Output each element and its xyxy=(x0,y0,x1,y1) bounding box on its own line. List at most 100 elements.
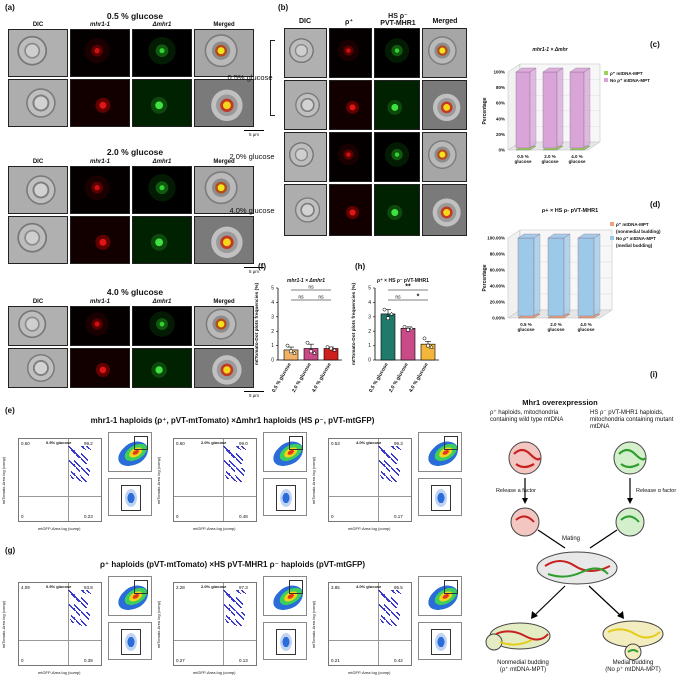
flow-event-dot xyxy=(75,453,77,456)
flow-event-dot xyxy=(224,605,227,607)
flow-event-dot xyxy=(77,598,79,600)
cell-hs-released xyxy=(615,507,645,537)
flow-event-dot xyxy=(392,621,394,623)
flow-event-dot xyxy=(73,465,76,467)
panel-b-col-rho-plus: ρ⁺ xyxy=(344,19,354,26)
flow-event-dot xyxy=(79,624,82,626)
legend-label: No ρ⁺ mtDNA-MPT xyxy=(616,236,656,241)
flow-event-dot xyxy=(229,452,232,455)
flow-event-dot xyxy=(237,604,240,606)
data-point xyxy=(382,307,387,312)
y-tick-label: 2 xyxy=(368,329,371,335)
flow-event-dot xyxy=(231,598,233,600)
bar-top xyxy=(547,233,571,239)
y-axis-label: mtTomato-Dot plots frequencies (%) xyxy=(351,282,357,365)
x-tick-label: 0.5 % xyxy=(520,322,532,327)
micrograph-red xyxy=(70,348,130,388)
panel-c-title: mhr1-1 × Δmhr xyxy=(532,47,568,53)
flow-event-dot xyxy=(236,467,238,470)
data-point xyxy=(329,346,333,351)
micrograph-green xyxy=(132,166,192,214)
data-point xyxy=(406,328,410,332)
flow-event-dot xyxy=(384,452,387,455)
panel-g-title: ρ⁺ haploids (pVT-mtTomato) ×HS pVT-MHR1 … xyxy=(99,560,366,569)
flow-event-dot xyxy=(70,461,73,464)
flow-y-axis-label: mtTomato-Area log (comp) xyxy=(311,600,317,649)
micrograph-green xyxy=(132,79,192,127)
y-tick-label: 4 xyxy=(271,300,274,306)
legend-swatch xyxy=(610,236,614,240)
flow-event-dot xyxy=(228,617,230,619)
flow-event-dot xyxy=(383,460,386,462)
flow-event-dot xyxy=(387,607,389,609)
flow-y-axis-label: mtTomato-Area log (comp) xyxy=(311,456,317,505)
flow-event-dot xyxy=(228,465,231,467)
flow-event-dot xyxy=(383,595,385,597)
flow-event-dot xyxy=(228,460,231,462)
y-tick-label: 3 xyxy=(271,314,274,320)
flow-event-dot xyxy=(70,614,73,617)
flow-event-dot xyxy=(393,614,396,616)
panel-f-label: (f) xyxy=(258,262,266,271)
flow-event-dot xyxy=(79,619,82,621)
flow-event-dot xyxy=(70,605,73,608)
quadrant-value: 99.0 xyxy=(239,441,248,446)
x-tick-label: 4.0 % xyxy=(580,322,592,327)
micrograph-merged xyxy=(194,79,254,127)
flow-event-dot xyxy=(73,608,75,610)
flow-event-dot xyxy=(233,623,236,625)
flow-event-dot xyxy=(399,448,401,451)
flow-event-dot xyxy=(389,457,392,459)
outcome-medial-budding xyxy=(602,620,664,661)
flow-event-dot xyxy=(82,460,85,462)
flow-event-dot xyxy=(79,480,82,482)
flow-event-dot xyxy=(69,460,71,462)
y-tick-label: 1 xyxy=(271,343,274,349)
flow-event-dot xyxy=(230,475,232,478)
flow-event-dot xyxy=(73,450,75,452)
flow-event-dot xyxy=(381,448,383,451)
micrograph-dic xyxy=(8,79,68,127)
flow-event-dot xyxy=(384,475,387,477)
flow-event-dot xyxy=(234,610,237,612)
flow-event-dot xyxy=(84,605,86,608)
flow-event-dot xyxy=(233,464,235,466)
flow-event-dot xyxy=(228,474,231,476)
quadrant-value: 0.60 xyxy=(21,441,30,446)
flow-event-dot xyxy=(391,620,393,623)
flow-event-dot xyxy=(228,609,231,611)
flow-event-dot xyxy=(386,476,388,479)
flow-plot-title: 2.0% glucose xyxy=(201,584,227,589)
medial-label: Medial budding (No ρ⁺ mtDNA-MPT) xyxy=(588,660,678,674)
flow-event-dot xyxy=(74,452,77,454)
flow-event-dot xyxy=(241,458,243,461)
micrograph-red xyxy=(70,29,130,77)
flow-event-dot xyxy=(71,615,73,618)
flow-event-dot xyxy=(69,591,72,593)
flow-event-dot xyxy=(80,619,82,622)
panel-a-col-merged: Merged xyxy=(213,299,235,305)
flow-event-dot xyxy=(393,461,396,463)
panel-a-col-dic: DIC xyxy=(32,299,44,305)
flow-event-dot xyxy=(83,605,86,607)
flow-event-dot xyxy=(228,451,231,453)
flow-event-dot xyxy=(239,480,241,482)
flow-event-dot xyxy=(87,612,89,614)
flow-event-dot xyxy=(75,452,77,455)
flow-event-dot xyxy=(86,602,88,605)
flow-event-dot xyxy=(388,623,391,625)
flow-event-dot xyxy=(85,606,87,609)
x-tick-label: 2.0 % xyxy=(544,154,556,159)
flow-event-dot xyxy=(80,480,82,483)
flow-event-dot xyxy=(72,450,74,452)
flow-event-dot xyxy=(238,479,241,481)
flow-event-dot xyxy=(388,465,391,467)
flow-event-dot xyxy=(230,466,232,469)
flow-event-dot xyxy=(72,593,74,596)
panel-a-col-merged: Merged xyxy=(213,159,235,165)
y-tick-label: 4 xyxy=(368,300,371,306)
flow-event-dot xyxy=(77,612,79,614)
flow-event-dot xyxy=(239,605,241,608)
flow-event-dot xyxy=(393,479,396,481)
flow-event-dot xyxy=(381,606,383,609)
